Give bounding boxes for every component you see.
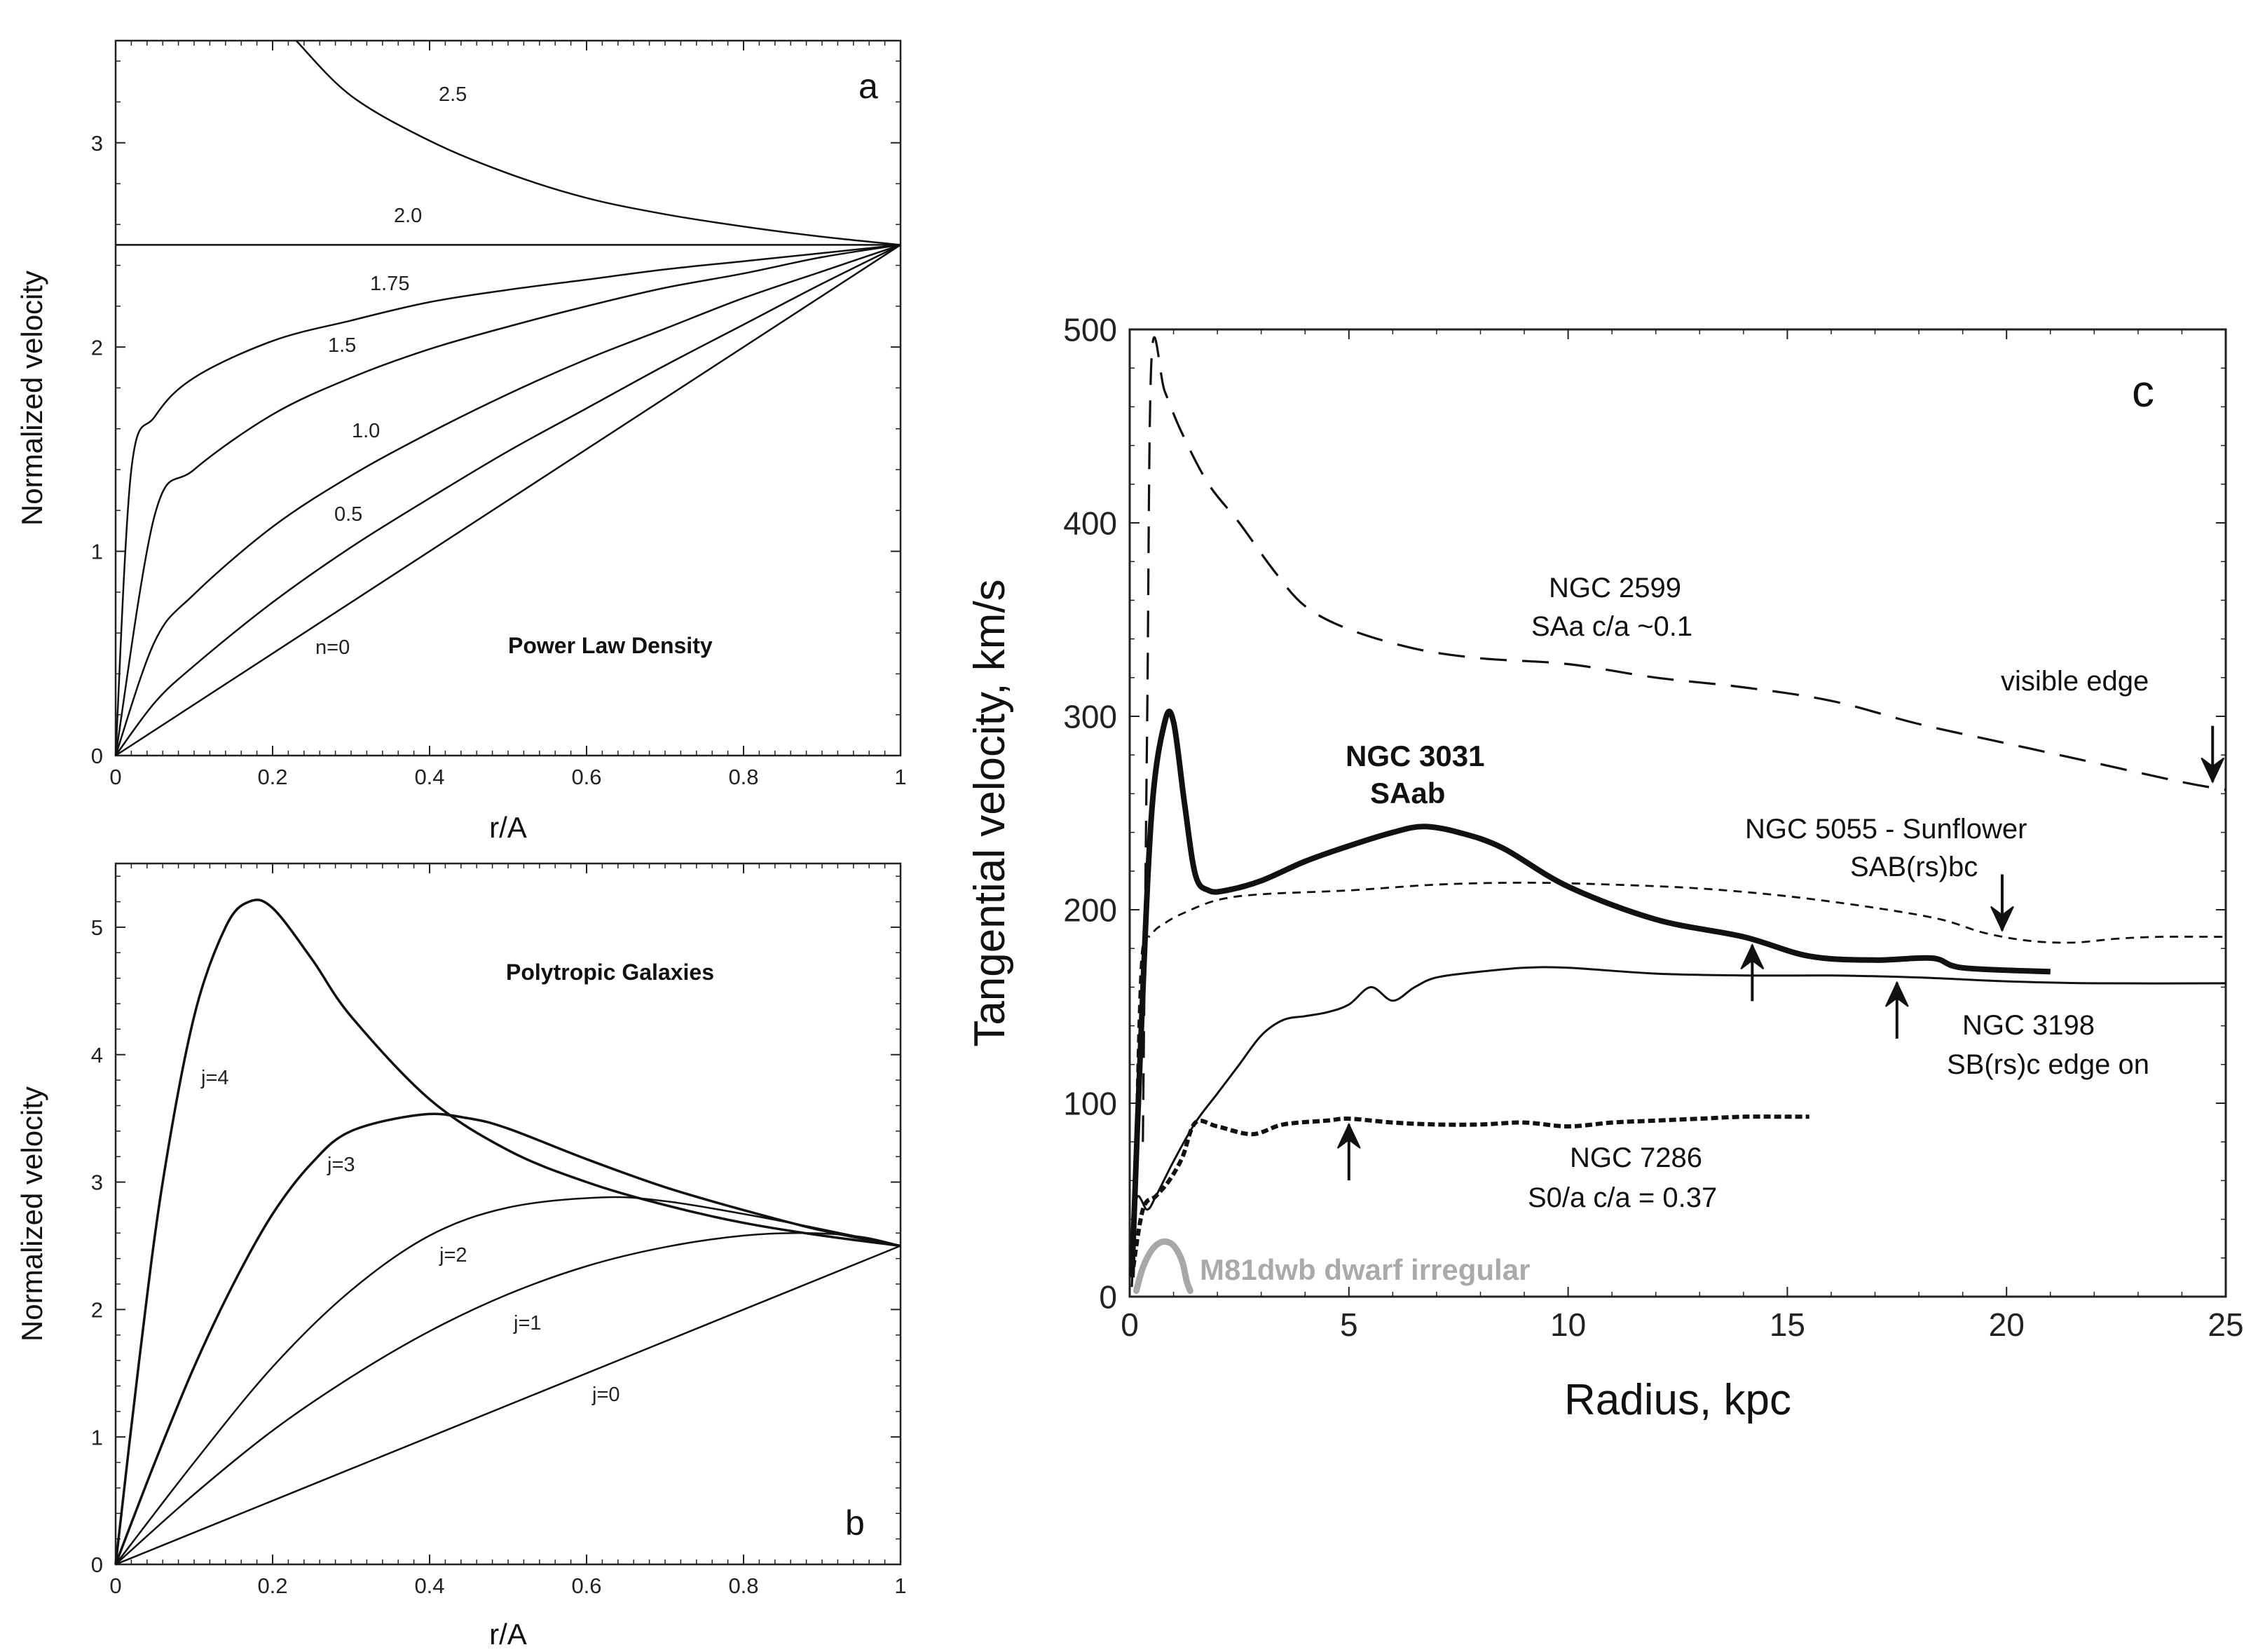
y-tick-label: 0 [91,744,103,768]
label-m81dwb: M81dwb dwarf irregular [1200,1253,1530,1286]
y-tick-label: 2 [91,335,103,360]
x-tick-label: 0.2 [257,765,287,789]
series-line-ngc-2599 [1142,336,2226,1142]
label-ngc3198-line2: SB(rs)c edge on [1947,1049,2149,1080]
y-tick-label: 200 [1063,892,1117,929]
panel-a-curve-labels: 2.5 2.0 1.75 1.5 1.0 0.5 n=0 [315,83,467,659]
panel-b-chart: 0 0.2 0.4 0.6 0.8 1 0 1 2 3 4 5 b Polytropic Galaxi… [15,862,907,1651]
panel-c-chart: 0 5 10 15 20 25 0 100 200 300 400 500 c Radius, kpc… [966,312,2244,1424]
x-tick-label: 25 [2208,1306,2243,1343]
label-b-j4: j=4 [200,1067,229,1089]
x-tick-label: 0.6 [571,1574,601,1598]
series-line-ngc-3031 [1129,708,2051,1278]
panel-c-xlabel: Radius, kpc [1564,1376,1791,1424]
panel-c-ylabel: Tangential velocity, km/s [966,579,1014,1046]
label-b-j2: j=2 [439,1244,467,1267]
series-line-1.5 [114,244,901,756]
label-a-2.5: 2.5 [439,83,467,106]
y-tick-label: 0 [91,1552,103,1577]
label-ngc3198-line1: NGC 3198 [1962,1010,2095,1041]
x-tick-label: 1 [894,1574,906,1598]
label-a-1.0: 1.0 [352,420,380,442]
x-tick-label: 0.4 [414,1574,444,1598]
series-line-0.5 [114,244,901,756]
panel-a-title: Power Law Density [508,633,713,658]
x-tick-label: 0 [1121,1306,1139,1343]
x-tick-label: 10 [1550,1306,1586,1343]
label-visible-edge: visible edge [2001,666,2149,697]
label-ngc2599-line1: NGC 2599 [1549,573,1681,603]
y-tick-label: 3 [91,1170,103,1195]
series-line-j-2 [115,1196,901,1565]
panel-a-ylabel: Normalized velocity [15,271,48,526]
series-line-j-3 [114,1112,901,1565]
x-tick-label: 15 [1770,1306,1805,1343]
arrow-ngc-3031 [1740,943,1765,1002]
x-tick-label: 0.2 [257,1574,287,1598]
x-tick-label: 0.8 [728,1574,758,1598]
panel-c-frame [1128,328,2227,1298]
y-tick-label: 1 [91,1425,103,1449]
series-line-1.75 [114,244,901,756]
label-ngc3031-line2: SAab [1370,777,1445,810]
arrow-ngc-7286 [1336,1122,1361,1181]
label-ngc7286-line1: NGC 7286 [1570,1142,1702,1173]
label-a-n0: n=0 [315,636,350,659]
y-tick-label: 5 [91,915,103,940]
series-line-ngc-5055 [1133,882,2226,1220]
arrow-ngc-2599 [2201,725,2225,784]
panel-a-xlabel: r/A [489,811,527,844]
label-b-j3: j=3 [327,1154,355,1176]
arrow-ngc-3198 [1884,981,1909,1039]
label-ngc2599-line2: SAa c/a ~0.1 [1531,611,1692,642]
series-line-j-1 [115,1231,901,1565]
x-tick-label: 5 [1340,1306,1358,1343]
y-tick-label: 3 [91,131,103,156]
panel-b-letter: b [845,1503,865,1543]
label-a-1.5: 1.5 [328,334,356,357]
y-tick-label: 2 [91,1298,103,1323]
label-ngc5055-line1: NGC 5055 - Sunflower [1745,814,2027,845]
panel-b-curve-labels: j=4 j=3 j=2 j=1 j=0 [200,1067,620,1406]
panel-a-chart: 0 0.2 0.4 0.6 0.8 1 0 1 2 3 a Power Law Density r… [15,39,907,844]
y-tick-label: 300 [1063,699,1117,735]
label-ngc3031-line1: NGC 3031 [1346,739,1484,772]
x-tick-label: 0 [109,1574,121,1598]
label-ngc5055-line2: SAB(rs)bc [1850,852,1978,882]
x-tick-label: 0.4 [414,765,444,789]
panel-c-letter: c [2132,366,2154,416]
panel-b-title: Polytropic Galaxies [506,960,714,985]
series-line-ngc-7286 [1130,1114,1809,1278]
label-a-2.0: 2.0 [394,205,422,227]
panel-b-ylabel: Normalized velocity [15,1086,48,1342]
x-tick-label: 0.8 [728,765,758,789]
series-line-ngc-3198 [1130,966,2226,1288]
arrow-ngc-5055 [1990,874,2014,932]
y-tick-label: 0 [1099,1279,1117,1316]
series-line-2.5 [295,40,901,246]
y-tick-label: 400 [1063,505,1117,542]
series-line-1.0 [114,244,901,756]
x-tick-label: 20 [1989,1306,2025,1343]
panel-b-xlabel: r/A [489,1618,527,1651]
series-line-m81dwb [1133,1238,1193,1295]
x-tick-label: 0 [109,765,121,789]
x-tick-label: 0.6 [571,765,601,789]
series-line-n-0 [115,244,901,757]
panel-a-letter: a [858,67,878,106]
label-ngc7286-line2: S0/a c/a = 0.37 [1528,1182,1717,1213]
series-line-j-0 [115,1245,901,1566]
series-line-j-4 [114,899,901,1565]
label-b-j0: j=0 [591,1384,620,1406]
y-tick-label: 500 [1063,312,1117,348]
y-tick-label: 100 [1063,1086,1117,1122]
x-tick-label: 1 [894,765,906,789]
label-b-j1: j=1 [513,1312,542,1334]
y-tick-label: 4 [91,1043,103,1067]
y-tick-label: 1 [91,540,103,564]
label-a-1.75: 1.75 [370,273,409,295]
label-a-0.5: 0.5 [334,503,362,526]
